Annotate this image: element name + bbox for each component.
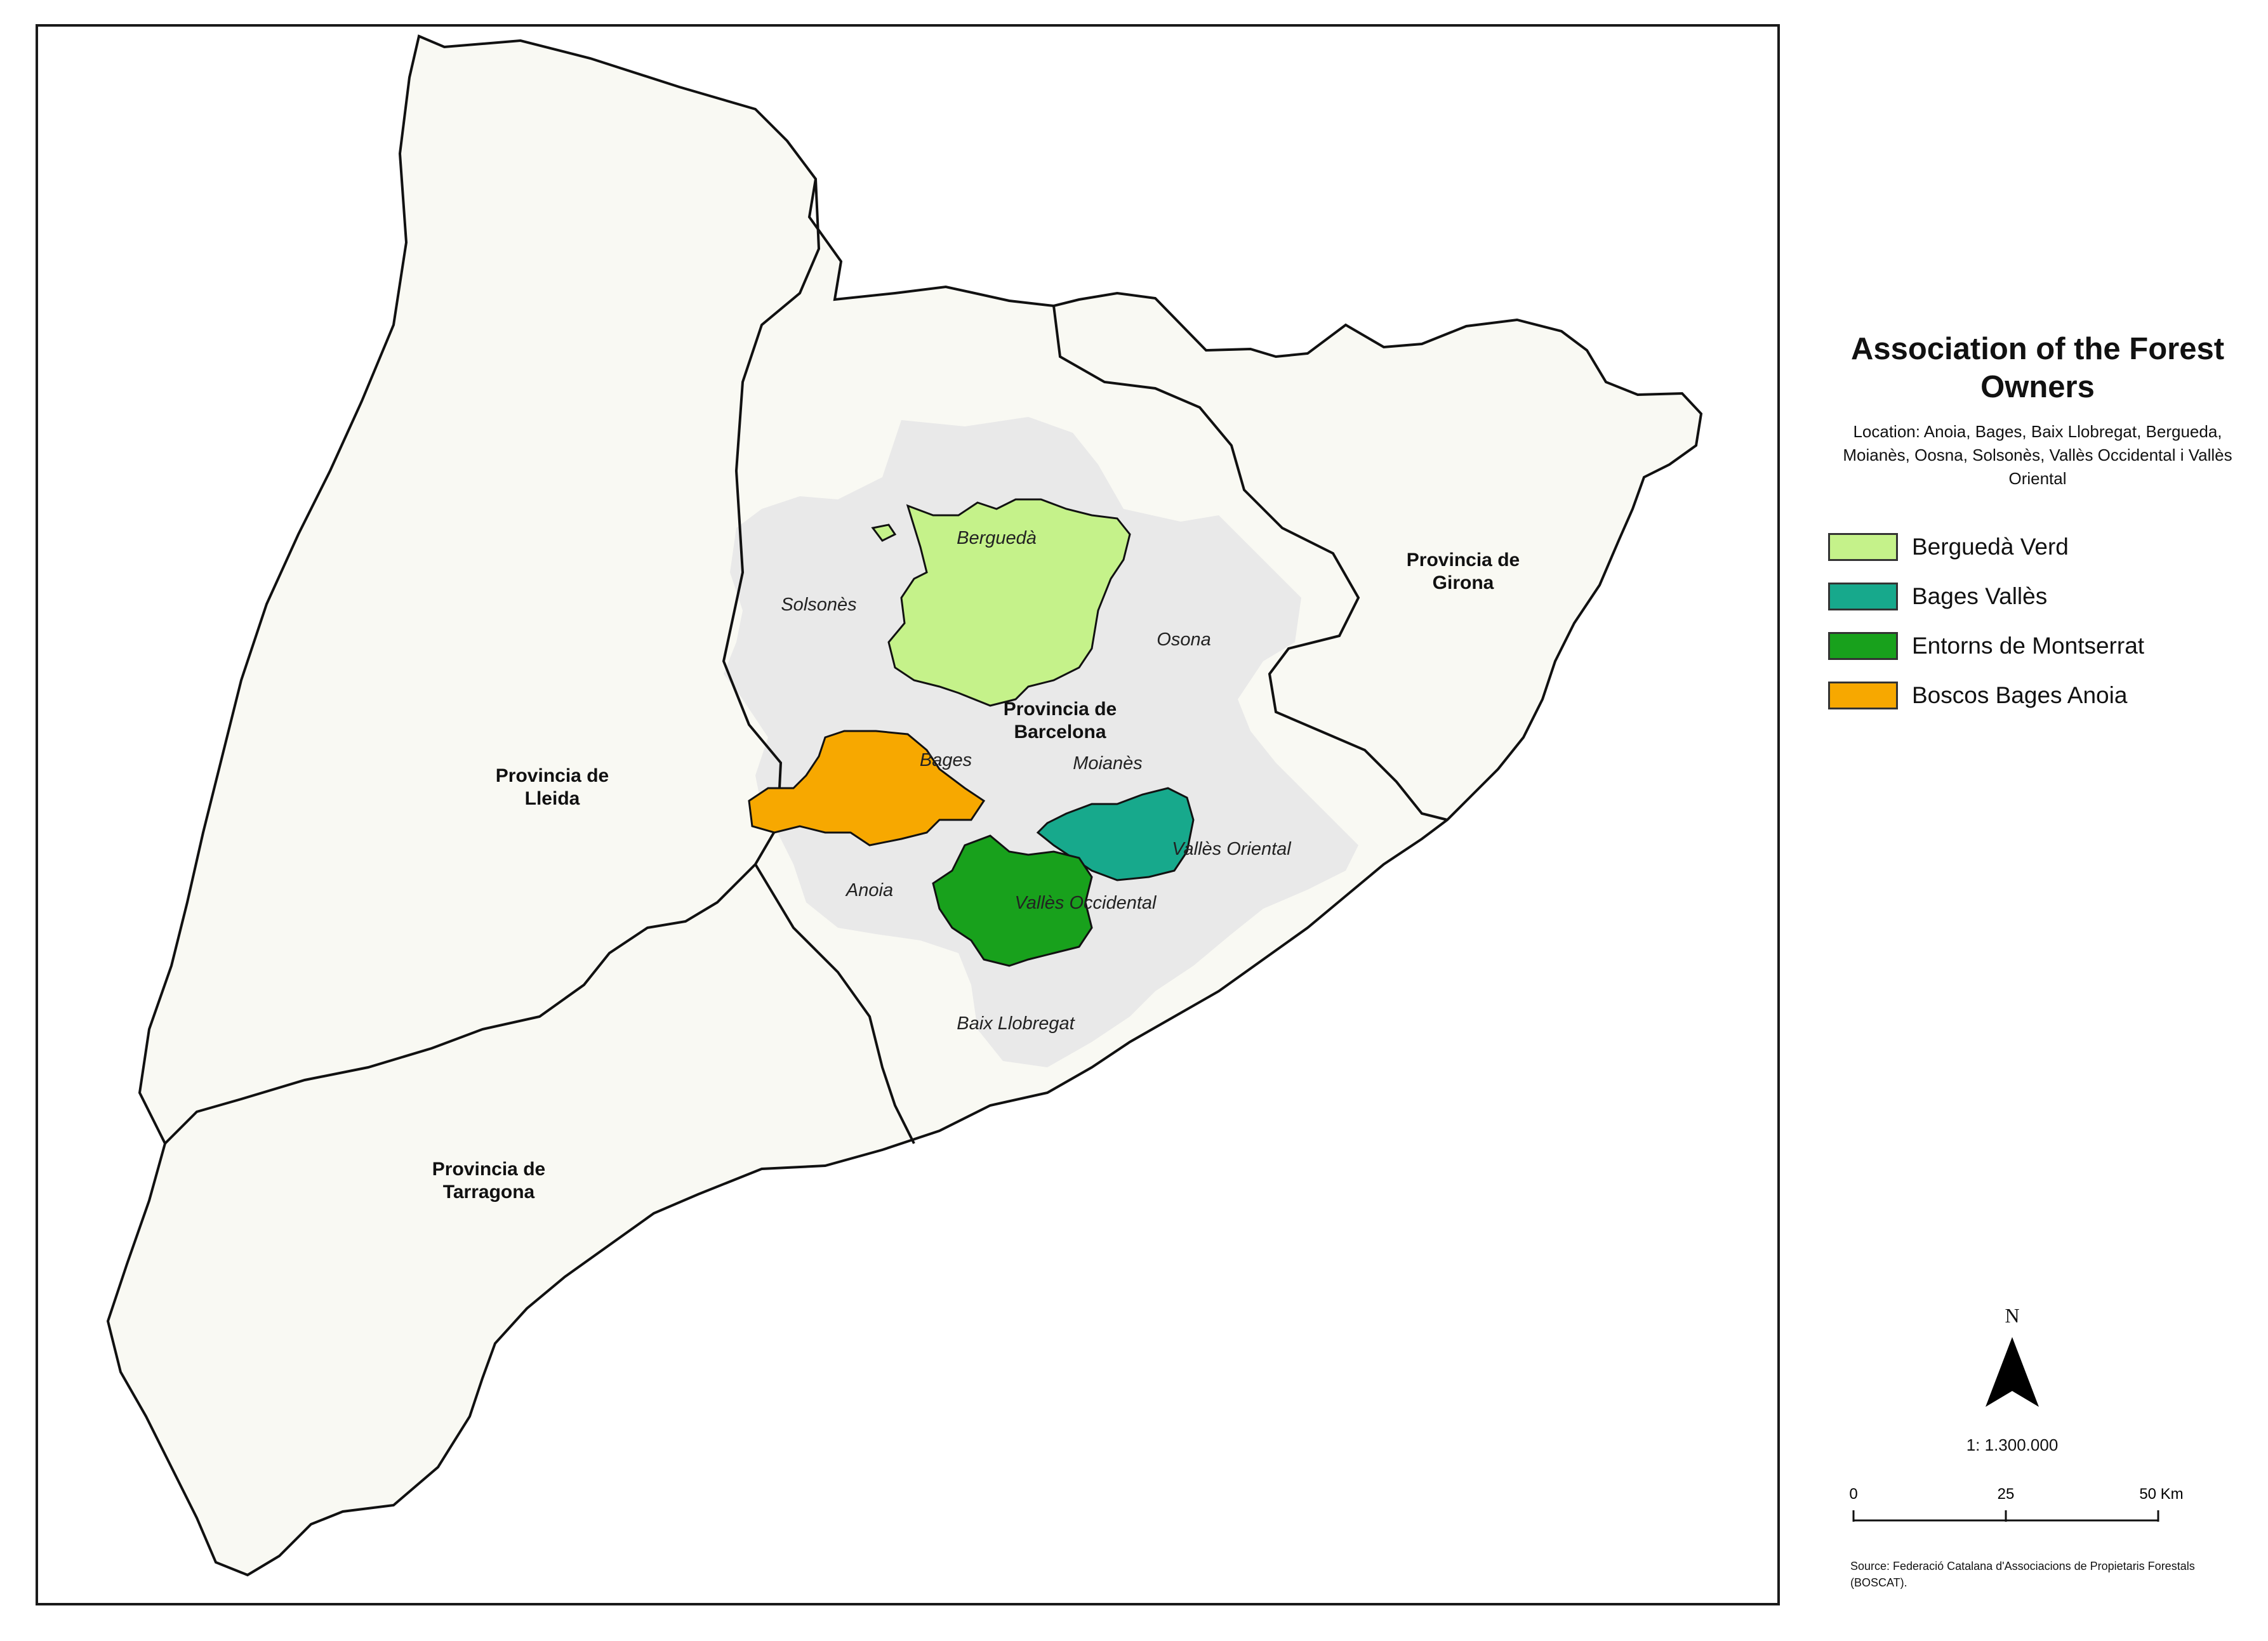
label-provincia-girona: Provincia de Girona	[1407, 550, 1520, 593]
label-valles-occidental: Vallès Occidental	[1015, 893, 1158, 913]
label-baix-llobregat: Baix Llobregat	[957, 1013, 1075, 1034]
scale-tick-50: 50 Km	[2139, 1486, 2183, 1503]
legend-item: Bages Vallès	[1828, 572, 2247, 621]
region-bergueda-verd	[887, 498, 1131, 707]
legend-swatch-bergueda-verd	[1828, 533, 1898, 561]
north-arrow-icon	[1986, 1337, 2039, 1407]
legend-item: Berguedà Verd	[1828, 522, 2247, 572]
label-valles-oriental: Vallès Oriental	[1172, 839, 1292, 859]
scale-bar-graphic: 0 25 50 Km	[1849, 1486, 2184, 1522]
label-provincia-tarragona: Provincia de Tarragona	[432, 1159, 545, 1203]
label-provincia-lleida: Provincia de Lleida	[496, 765, 609, 809]
legend-item: Boscos Bages Anoia	[1828, 671, 2247, 720]
scale-bar: 0 25 50 Km	[1841, 1480, 2196, 1531]
legend-label: Berguedà Verd	[1912, 534, 2069, 560]
legend-location-text: Location: Anoia, Bages, Baix Llobregat, …	[1843, 422, 2232, 488]
legend-swatch-entorns-de-montserrat	[1828, 632, 1898, 660]
boundary-barcelona-tarragona	[754, 863, 915, 1144]
scale-ratio: 1: 1.300.000	[1966, 1435, 2059, 1454]
map-frame: Provincia de Lleida Provincia de Girona Pr…	[36, 24, 1780, 1605]
region-boscos-bages-anoia	[748, 730, 986, 847]
label-osona: Osona	[1157, 629, 1210, 650]
region-bergueda-verd-islet	[871, 524, 897, 542]
scale-tick-0: 0	[1849, 1486, 1857, 1503]
map-canvas: Provincia de Lleida Provincia de Girona Pr…	[106, 34, 1703, 1577]
legend-item: Entorns de Montserrat	[1828, 621, 2247, 671]
legend-label: Bages Vallès	[1912, 583, 2048, 609]
label-bergueda: Berguedà	[957, 528, 1037, 548]
label-solsones: Solsonès	[781, 595, 856, 615]
legend: Association of the Forest Owners Locatio…	[1828, 330, 2247, 720]
label-anoia: Anoia	[845, 880, 893, 900]
source-note: Source: Federació Catalana d'Associacion…	[1850, 1560, 2195, 1589]
region-entorns-de-montserrat	[932, 834, 1093, 967]
boundary-lleida-barcelona	[164, 178, 821, 1145]
label-moianes: Moianès	[1073, 753, 1143, 774]
legend-label: Entorns de Montserrat	[1912, 633, 2145, 659]
legend-title: Association of the Forest Owners	[1850, 332, 2225, 404]
legend-swatch-boscos-bages-anoia	[1828, 682, 1898, 709]
north-letter: N	[2005, 1304, 2020, 1327]
legend-swatch-bages-valles	[1828, 583, 1898, 610]
boundary-barcelona-girona	[1052, 305, 1448, 821]
label-bages: Bages	[920, 750, 972, 770]
label-provincia-barcelona: Provincia de Barcelona	[1004, 699, 1117, 742]
legend-label: Boscos Bages Anoia	[1912, 682, 2128, 708]
scale-tick-25: 25	[1998, 1486, 2015, 1503]
legend-items: Berguedà Verd Bages Vallès Entorns de Mo…	[1828, 522, 2247, 720]
north-arrow: N	[1980, 1304, 2044, 1413]
study-area-region	[724, 417, 1358, 1067]
